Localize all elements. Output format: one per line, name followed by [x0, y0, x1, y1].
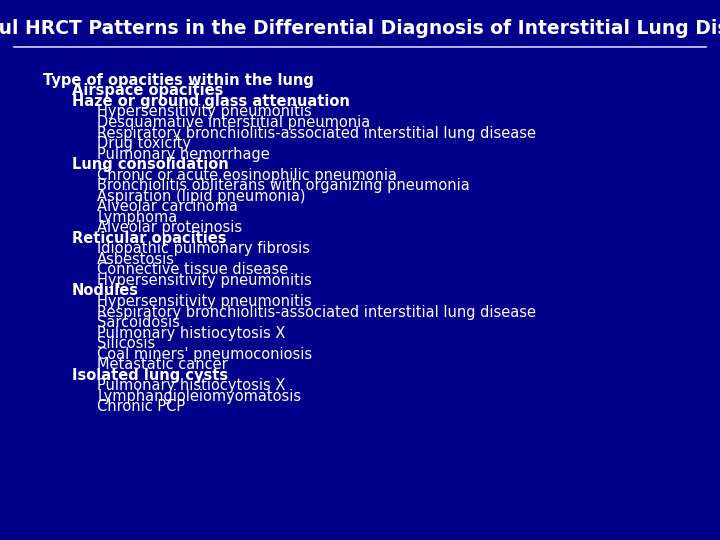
Text: Type of opacities within the lung: Type of opacities within the lung	[43, 73, 314, 88]
Text: Desquamative interstitial pneumonia: Desquamative interstitial pneumonia	[97, 115, 371, 130]
Text: Sarcoidosis: Sarcoidosis	[97, 315, 180, 330]
Text: Haze or ground glass attenuation: Haze or ground glass attenuation	[72, 94, 350, 109]
Text: Bronchiolitis obliterans with organizing pneumonia: Bronchiolitis obliterans with organizing…	[97, 178, 470, 193]
Text: Connective tissue disease: Connective tissue disease	[97, 262, 289, 278]
Text: Isolated lung cysts: Isolated lung cysts	[72, 368, 228, 383]
Text: Pulmonary histiocytosis X: Pulmonary histiocytosis X	[97, 326, 286, 341]
Text: Pulmonary hemorrhage: Pulmonary hemorrhage	[97, 146, 270, 161]
Text: Airspace opacities: Airspace opacities	[72, 83, 223, 98]
Text: Chronic PCP: Chronic PCP	[97, 399, 185, 414]
Text: Alveolar carcinoma: Alveolar carcinoma	[97, 199, 238, 214]
Text: Aspiration (lipid pneumonia): Aspiration (lipid pneumonia)	[97, 188, 306, 204]
Text: Respiratory bronchiolitis-associated interstitial lung disease: Respiratory bronchiolitis-associated int…	[97, 125, 536, 140]
Text: Respiratory bronchiolitis-associated interstitial lung disease: Respiratory bronchiolitis-associated int…	[97, 305, 536, 320]
Text: Hypersensitivity pneumonitis: Hypersensitivity pneumonitis	[97, 104, 312, 119]
Text: Silicosis: Silicosis	[97, 336, 156, 351]
Text: Helpful HRCT Patterns in the Differential Diagnosis of Interstitial Lung Disease: Helpful HRCT Patterns in the Differentia…	[0, 19, 720, 38]
Text: Alveolar proteinosis: Alveolar proteinosis	[97, 220, 243, 235]
Text: Asbestosis: Asbestosis	[97, 252, 175, 267]
Text: Lung consolidation: Lung consolidation	[72, 157, 229, 172]
Text: Nodules: Nodules	[72, 284, 139, 299]
Text: Pulmonary histiocytosis X: Pulmonary histiocytosis X	[97, 378, 286, 393]
Text: Lymphangioleiomyomatosis: Lymphangioleiomyomatosis	[97, 389, 302, 404]
Text: Metastatic cancer: Metastatic cancer	[97, 357, 228, 372]
Text: Lymphoma: Lymphoma	[97, 210, 177, 225]
Text: Reticular opacities: Reticular opacities	[72, 231, 227, 246]
Text: Hypersensitivity pneumonitis: Hypersensitivity pneumonitis	[97, 273, 312, 288]
Text: Idiopathic pulmonary fibrosis: Idiopathic pulmonary fibrosis	[97, 241, 310, 256]
Text: Drug toxicity: Drug toxicity	[97, 136, 192, 151]
Text: Coal miners' pneumoconiosis: Coal miners' pneumoconiosis	[97, 347, 312, 362]
Text: Hypersensitivity pneumonitis: Hypersensitivity pneumonitis	[97, 294, 312, 309]
Text: Chronic or acute eosinophilic pneumonia: Chronic or acute eosinophilic pneumonia	[97, 167, 397, 183]
